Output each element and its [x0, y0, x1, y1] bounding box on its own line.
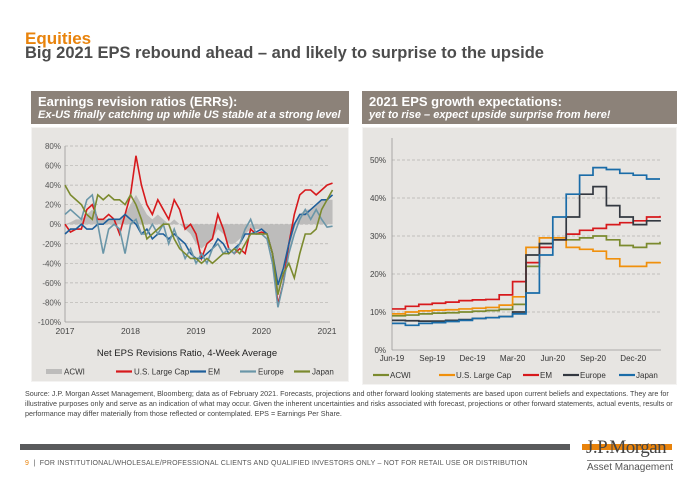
left-panel-title: Earnings revision ratios (ERRs): [38, 94, 238, 109]
logo-subtitle: Asset Management [587, 460, 674, 473]
revisions-chart: 80% 60% 40% 20% 0% -20% -40% -60% -80% -100%2017 2… [38, 142, 337, 377]
legend-label: EM [540, 371, 552, 380]
y-tick-label: 0% [49, 220, 61, 229]
right-panel-subtitle: yet to rise – expect upside surprise fro… [369, 109, 611, 121]
jpmorgan-logo: J.P.Morgan [586, 437, 667, 458]
footer-bar-gray [20, 444, 570, 450]
page-number: 9 [25, 460, 30, 467]
y-tick-label: 80% [45, 142, 61, 151]
source-note: Source: J.P. Morgan Asset Management, Bl… [25, 389, 673, 418]
slide-headline: Big 2021 EPS rebound ahead – and likely … [25, 44, 544, 62]
footer: 9 | FOR INSTITUTIONAL/WHOLESALE/PROFESSI… [25, 460, 528, 467]
y-tick-label: -100% [38, 318, 61, 327]
y-tick-label: 40% [370, 194, 386, 203]
x-tick-label: Dec-20 [620, 354, 646, 363]
right-chart-panel: 50% 40% 30% 20% 10% 0% Jun-19 Sep-19 Dec-19 Mar-2… [362, 127, 677, 385]
x-tick-label: Jun-20 [541, 354, 566, 363]
footer-separator: | [33, 460, 36, 467]
chart-title: Net EPS Revisions Ratio, 4-Week Average [97, 348, 277, 359]
y-tick-label: 50% [370, 156, 386, 165]
x-tick-label: Sep-20 [580, 354, 606, 363]
left-panel-subtitle: Ex-US finally catching up while US stabl… [38, 109, 341, 121]
footer-disclaimer: FOR INSTITUTIONAL/WHOLESALE/PROFESSIONAL… [39, 460, 528, 467]
left-chart-panel: 80% 60% 40% 20% 0% -20% -40% -60% -80% -100% 2017 2… [31, 127, 349, 382]
x-tick-label: Mar-20 [500, 354, 526, 363]
x-tick-label: 2019 [187, 326, 206, 336]
x-tick-label: Jun-19 [380, 354, 405, 363]
right-panel-title: 2021 EPS growth expectations: [369, 94, 562, 109]
legend-label: Japan [636, 371, 658, 380]
y-tick-label: 20% [370, 270, 386, 279]
y-tick-label: 0% [374, 346, 386, 355]
legend-label: U.S. Large Cap [456, 371, 512, 380]
x-tick-label: 2021 [318, 326, 337, 336]
y-tick-label: 10% [370, 308, 386, 317]
legend-label: EM [208, 368, 220, 377]
x-tick-label: 2020 [252, 326, 271, 336]
series-line-europe [64, 193, 333, 308]
y-tick-label: 40% [45, 181, 61, 190]
x-tick-label: 2017 [56, 326, 75, 336]
x-tick-label: Sep-19 [419, 354, 445, 363]
series-line-japan [392, 166, 660, 327]
x-tick-label: 2018 [121, 326, 140, 336]
section-kicker: Equities [25, 29, 92, 48]
legend-label: ACWI [390, 371, 411, 380]
legend-label: Japan [312, 368, 334, 377]
eps-growth-chart: 50% 40% 30% 20% 10% 0%Jun-19 Sep-19 Dec-19 Mar-2… [370, 138, 661, 380]
y-tick-label: -40% [42, 259, 61, 268]
y-tick-label: -60% [42, 279, 61, 288]
y-tick-label: 60% [45, 162, 61, 171]
legend-label: Europe [258, 368, 284, 377]
legend-label: ACWI [64, 368, 85, 377]
legend-label: U.S. Large Cap [134, 368, 190, 377]
left-panel-header: Earnings revision ratios (ERRs): Ex-US f… [31, 91, 349, 124]
series-line-japan [64, 184, 334, 295]
x-tick-label: Dec-19 [460, 354, 486, 363]
y-tick-label: -80% [42, 298, 61, 307]
y-tick-label: 30% [370, 232, 386, 241]
right-panel-header: 2021 EPS growth expectations: yet to ris… [362, 91, 677, 124]
legend-swatch [46, 369, 62, 374]
legend-label: Europe [580, 371, 606, 380]
footer-bar-orange [582, 444, 672, 450]
y-tick-label: 20% [45, 201, 61, 210]
y-tick-label: -20% [42, 240, 61, 249]
